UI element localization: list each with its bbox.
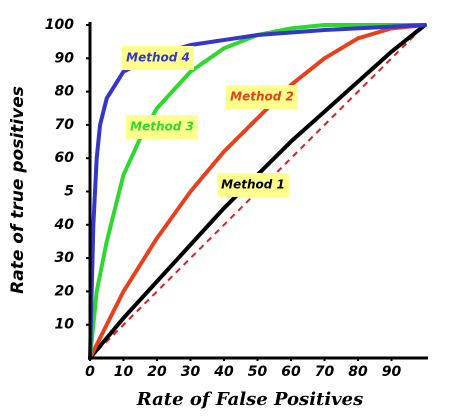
y-tick-label: 20 [55, 283, 75, 299]
y-tick-label: 100 [45, 17, 74, 33]
label-box [122, 46, 194, 70]
label-box [226, 85, 298, 109]
x-tick-label: 20 [147, 364, 167, 380]
x-tick-label: 90 [382, 364, 402, 380]
y-tick-label: 5 [64, 184, 74, 200]
series-label: Method 4 [126, 51, 190, 65]
x-axis-label: Rate of False Positives [136, 389, 363, 410]
series-label: Method 2 [230, 90, 294, 104]
label-box [217, 173, 289, 197]
y-tick-label: 90 [55, 50, 75, 66]
y-tick-label: 60 [55, 150, 75, 166]
y-tick-label: 10 [55, 317, 75, 333]
x-tick-label: 60 [281, 364, 301, 380]
y-tick-label: 40 [54, 217, 75, 233]
x-tick-label: 30 [181, 364, 201, 380]
series-label: Method 1 [221, 178, 285, 192]
x-tick-label: 70 [315, 364, 335, 380]
roc-curve [88, 23, 427, 360]
y-tick-label: 30 [55, 250, 75, 266]
roc-curve [88, 23, 427, 360]
x-tick-label: 10 [114, 364, 134, 380]
label-box [126, 115, 198, 139]
y-axis-label: Rate of true positives [8, 86, 28, 294]
y-tick-label: 80 [55, 84, 75, 100]
roc-curve [88, 23, 427, 360]
x-tick-label: 40 [213, 364, 234, 380]
series-label: Method 3 [130, 120, 194, 134]
x-tick-label: 80 [348, 364, 368, 380]
x-tick-label: 0 [85, 364, 95, 380]
y-tick-label: 70 [55, 117, 75, 133]
x-tick-label: 50 [248, 364, 268, 380]
